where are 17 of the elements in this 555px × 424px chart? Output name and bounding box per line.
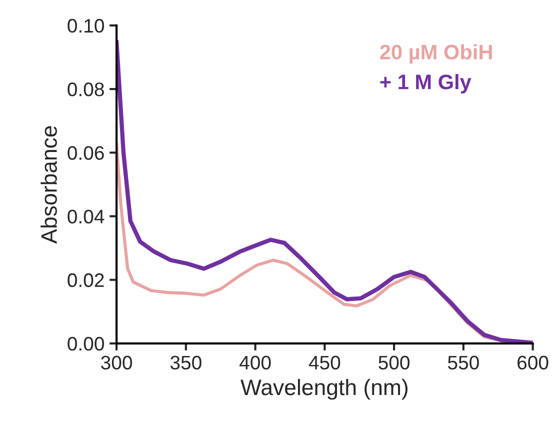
y-tick-label: 0.10: [68, 18, 104, 33]
y-tick-label: 0.02: [68, 273, 104, 288]
text: + 1 M Gly: [380, 74, 472, 94]
x-tick-label: 500: [378, 356, 410, 370]
x-axis-title: Wavelength (nm): [240, 378, 408, 400]
x-tick-label: 600: [518, 356, 548, 370]
y-tick-label: 0.06: [68, 146, 104, 160]
x-tick-label: 300: [101, 356, 132, 370]
text: 20 µM ObiH: [380, 44, 492, 64]
y-tick-label: 0.08: [68, 82, 104, 96]
x-tick-label: 450: [308, 356, 340, 370]
x-tick-label: 350: [170, 356, 202, 370]
y-tick-label: 0.04: [68, 210, 104, 224]
y-tick-label: 0.00: [68, 336, 104, 351]
y-axis-title: Absorbance: [40, 126, 57, 244]
x-tick-label: 400: [240, 356, 271, 370]
x-tick-label: 550: [448, 356, 479, 370]
